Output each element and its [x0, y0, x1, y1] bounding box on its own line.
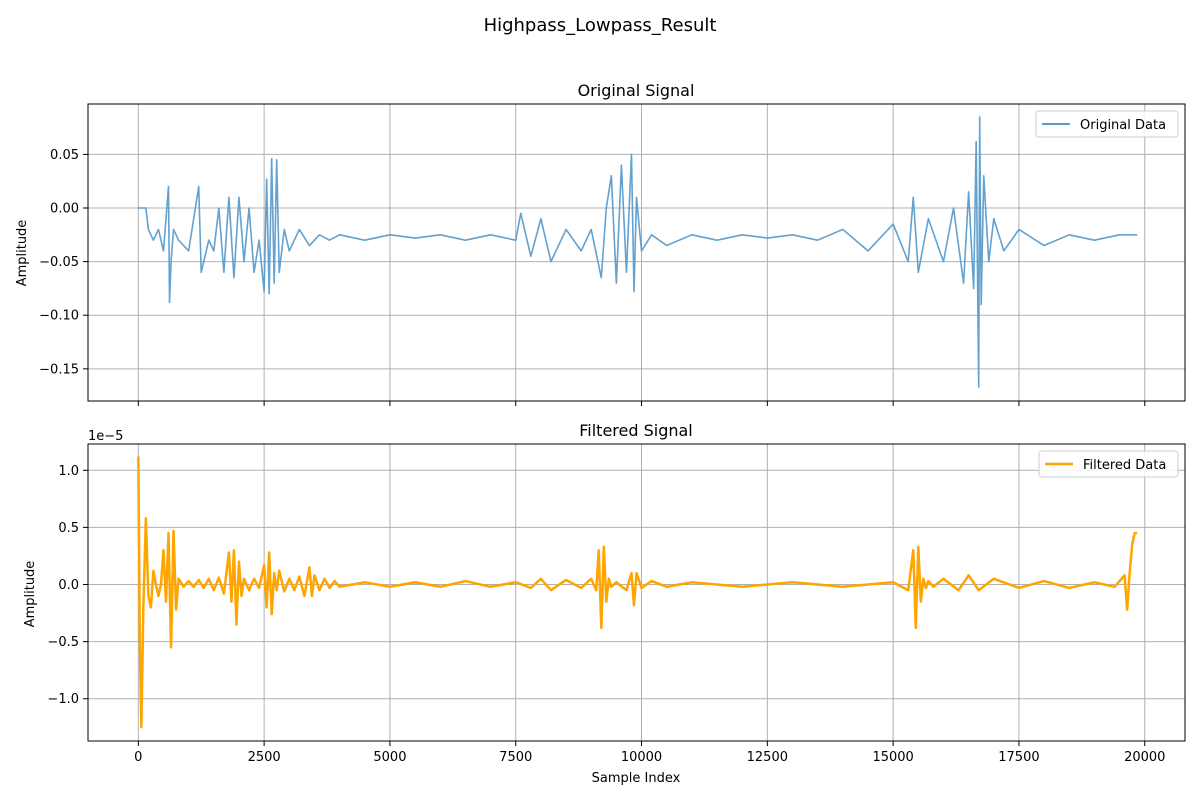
original-signal-series-line [138, 116, 1138, 388]
filtered-signal-axes-frame [87, 443, 1186, 742]
original-signal-title: Original Signal [578, 81, 695, 100]
original-signal-panel: Original Signal 0.050.00−0.05−0.10−0.15 … [15, 81, 1186, 406]
filtered-signal-y-tick-label: 0.0 [58, 578, 79, 593]
original-signal-ylabel: Amplitude [15, 220, 30, 287]
filtered-signal-legend: Filtered Data [1038, 450, 1179, 478]
filtered-signal-x-tick-label: 10000 [621, 750, 662, 765]
filtered-signal-xlabel: Sample Index [592, 771, 681, 786]
original-signal-legend-label: Original Data [1080, 118, 1166, 133]
filtered-signal-x-tick-label: 5000 [373, 750, 406, 765]
original-signal-legend-box [1035, 110, 1179, 138]
filtered-signal-y-tick-label: −0.5 [47, 635, 79, 650]
filtered-signal-y-tick-label: −1.0 [47, 692, 79, 707]
original-signal-y-tick-label: 0.05 [50, 148, 79, 163]
filtered-signal-series-line [137, 456, 1138, 729]
filtered-signal-panel: Filtered Signal 1e−5 0 2500 5000 7500 10000 1… [23, 421, 1186, 786]
filtered-signal-legend-box [1038, 450, 1179, 478]
original-signal-y-tick-label: −0.05 [39, 255, 79, 270]
original-signal-y-tick-label: −0.10 [39, 309, 79, 324]
filtered-signal-x-tick-label: 2500 [248, 750, 281, 765]
filtered-signal-title: Filtered Signal [579, 421, 693, 440]
filtered-signal-x-tick-label: 0 [134, 750, 142, 765]
filtered-signal-x-tick-label: 20000 [1124, 750, 1165, 765]
filtered-signal-y-tick-label: 0.5 [58, 521, 79, 536]
filtered-signal-x-tick-label: 7500 [499, 750, 532, 765]
filtered-signal-x-tick-label: 12500 [747, 750, 788, 765]
original-signal-y-tick-label: −0.15 [39, 362, 79, 377]
filtered-signal-y-tick-label: 1.0 [58, 464, 79, 479]
filtered-signal-legend-label: Filtered Data [1083, 458, 1166, 473]
filtered-signal-ylabel: Amplitude [23, 561, 38, 628]
original-signal-axes-frame [87, 103, 1186, 402]
filtered-signal-x-tick-label: 15000 [872, 750, 913, 765]
filtered-signal-y-scale-label: 1e−5 [88, 429, 123, 444]
filtered-signal-x-tick-label: 17500 [998, 750, 1039, 765]
original-signal-y-tick-label: 0.00 [50, 202, 79, 217]
original-signal-legend: Original Data [1035, 110, 1179, 138]
figure-title: Highpass_Lowpass_Result [484, 15, 717, 36]
